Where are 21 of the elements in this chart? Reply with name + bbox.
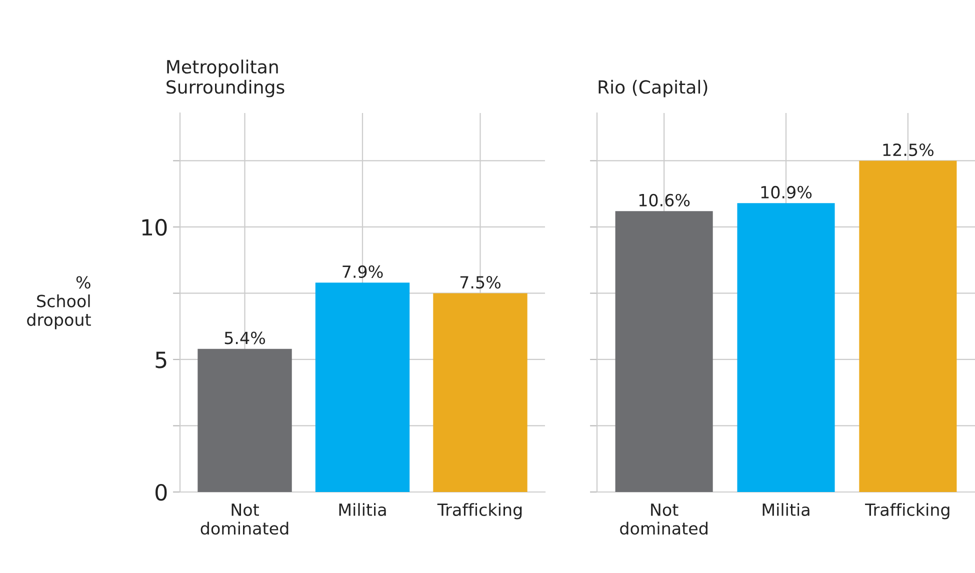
bar	[433, 293, 528, 492]
y-tick-label: 5	[156, 352, 166, 368]
data-label: 10.9%	[761, 186, 812, 198]
x-tick-label: Not dominated	[620, 504, 708, 535]
x-tick-label: Not dominated	[200, 504, 288, 535]
x-tick-label: Trafficking	[437, 503, 522, 520]
data-label: 5.4%	[224, 332, 266, 344]
x-tick-label: Trafficking	[865, 503, 950, 520]
x-tick-label: Militia	[762, 503, 810, 516]
y-axis-title: % School dropout	[27, 276, 91, 330]
x-tick-label: Militia	[339, 503, 386, 516]
chart-title: Rio (Capital)	[598, 80, 708, 98]
bar	[315, 282, 410, 492]
data-label: 7.9%	[342, 265, 383, 278]
y-tick-label: 0	[156, 484, 167, 501]
y-tick-label: 10	[142, 218, 167, 236]
data-label: 10.6%	[639, 194, 690, 206]
bar	[198, 348, 292, 492]
chart-title: Metropolitan Surroundings	[166, 60, 284, 98]
data-label: 12.5%	[883, 143, 934, 156]
data-label: 7.5%	[460, 276, 500, 289]
